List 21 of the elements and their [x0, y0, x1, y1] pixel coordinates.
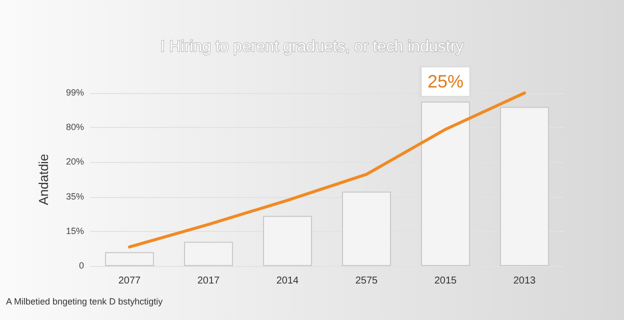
bar [421, 102, 470, 266]
text: 80% [66, 122, 84, 132]
bar [342, 192, 391, 266]
text: 35% [66, 191, 84, 202]
x-tick-label: 2077 [118, 276, 142, 286]
bar [500, 106, 549, 266]
annotation: 25% [427, 72, 464, 92]
x-tick-label: 2017 [197, 276, 220, 286]
bar [263, 216, 312, 266]
x-tick-label: 2014 [276, 276, 300, 286]
text: A Milbetied bngeting tenk D bstyhctigtiy [6, 296, 164, 306]
text: 0 [78, 260, 84, 270]
y-axis-title: Andatdie [36, 154, 51, 206]
bar [105, 252, 154, 266]
x-tick-label: 2013 [513, 276, 536, 286]
x-tick-label: 2015 [434, 276, 458, 286]
text: 15% [66, 226, 84, 236]
bar [184, 242, 233, 266]
text: 99% [66, 88, 84, 98]
text: 20% [66, 156, 84, 167]
x-tick-label: 2575 [355, 276, 378, 286]
